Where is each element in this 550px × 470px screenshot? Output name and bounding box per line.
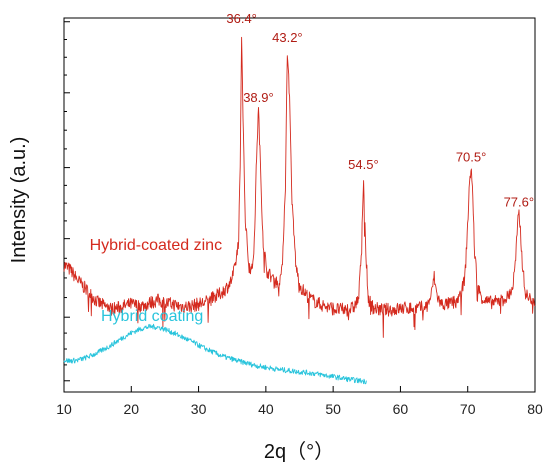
series-label: Hybrid-coated zinc [90,237,223,254]
peak-label: 54.5° [348,157,379,172]
annotation-layer: 36.4° 38.9° 43.2° 54.5° 70.5° 77.6° [226,11,534,209]
y-axis-title: Intensity (a.u.) [8,137,30,264]
tick-layer: 10 20 30 40 50 60 70 80 [56,21,543,417]
peak-label: 70.5° [456,150,487,165]
x-axis-title: 2q（°） [264,440,334,463]
x-tick-label: 20 [123,401,139,417]
x-tick-label: 50 [325,401,341,417]
x-tick-label: 30 [191,401,207,417]
peak-label: 36.4° [226,11,257,26]
series-layer: Hybrid-coated zinc Hybrid coating [63,36,536,385]
series-line-hybrid-coated-zinc [63,36,536,338]
series-line-hybrid-coating [63,323,367,385]
x-tick-label: 70 [460,401,476,417]
peak-label: 77.6° [504,194,535,209]
x-tick-label: 80 [527,401,543,417]
plot-area-border [63,17,536,393]
peak-label: 43.2° [272,30,303,45]
x-tick-label: 60 [393,401,409,417]
plot-frame [63,17,536,393]
series-label: Hybrid coating [101,308,203,325]
x-tick-label: 10 [56,401,72,417]
peak-label: 38.9° [243,90,274,105]
x-tick-label: 40 [258,401,274,417]
